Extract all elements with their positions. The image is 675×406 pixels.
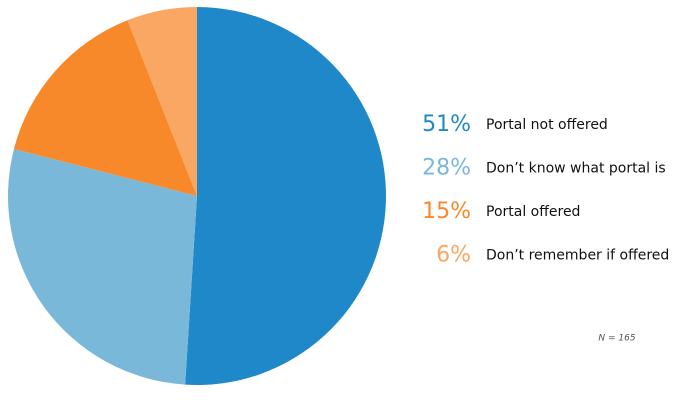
legend-label: Don’t know what portal is: [486, 161, 666, 177]
annotation: N = 165: [598, 334, 635, 344]
legend-label: Portal offered: [486, 204, 580, 220]
legend-value: 51%: [422, 112, 471, 137]
pie-slice: [127, 7, 197, 196]
legend-value: 28%: [422, 156, 471, 181]
legend-value: 15%: [422, 199, 471, 224]
pie-slice: [13, 20, 198, 196]
pie-slice: [185, 7, 387, 385]
legend-value: 6%: [436, 243, 471, 268]
legend-label: Portal not offered: [486, 117, 608, 133]
legend-label: Don’t remember if offered: [486, 248, 669, 264]
pie-slice: [7, 148, 197, 385]
